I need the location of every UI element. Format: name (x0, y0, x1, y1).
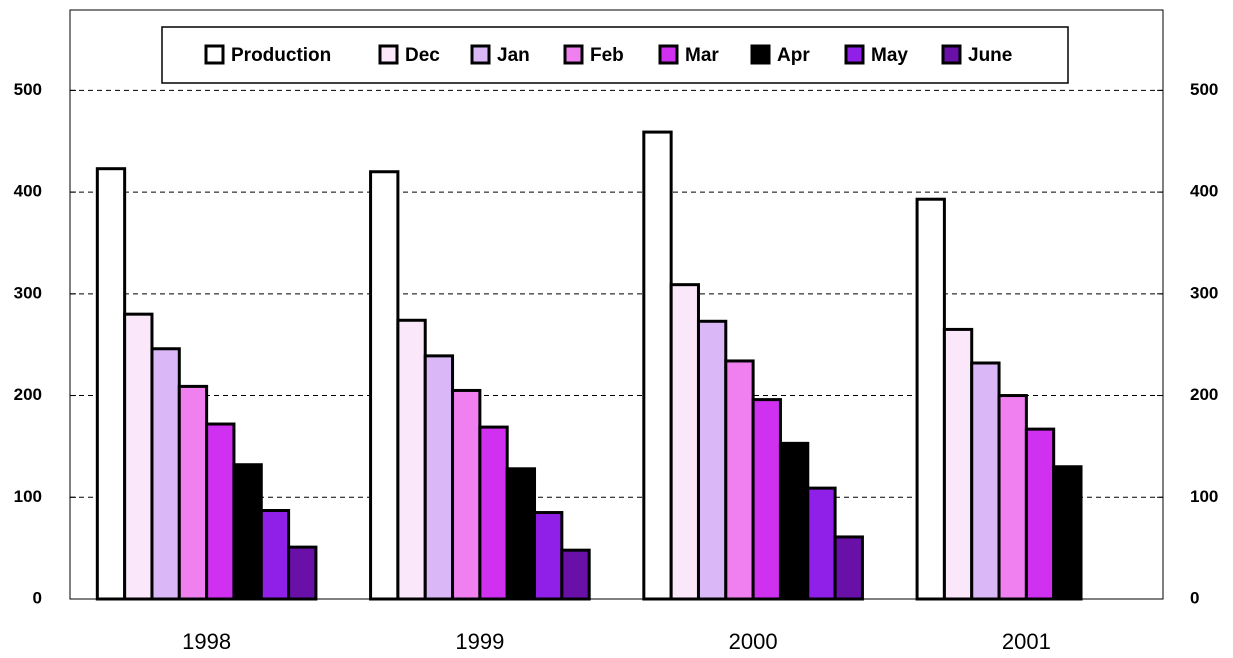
x-tick-label: 1998 (182, 629, 231, 654)
legend-label: Feb (590, 45, 624, 66)
bar (478, 425, 509, 601)
bar (642, 130, 673, 601)
y-tick-label: 100 (14, 487, 42, 506)
bar (533, 511, 564, 601)
bar (833, 535, 864, 601)
legend-label: Dec (405, 45, 440, 66)
y-tick-label: 200 (14, 385, 42, 404)
bar (205, 422, 236, 601)
bar (1024, 427, 1056, 601)
bar (369, 170, 400, 601)
legend-label: Production (231, 45, 331, 66)
bar (396, 318, 427, 601)
bar (287, 545, 318, 601)
legend-swatch (844, 44, 865, 65)
bar (778, 441, 810, 601)
plot-area (69, 9, 1164, 600)
y-tick-label: 400 (14, 182, 42, 201)
y2-tick-label: 500 (1190, 80, 1218, 99)
legend-swatch (658, 44, 679, 65)
y2-tick-label: 200 (1190, 385, 1218, 404)
bar (505, 467, 537, 601)
legend-label: Jan (497, 45, 530, 66)
y2-tick-label: 100 (1190, 487, 1218, 506)
y2-tick-label: 0 (1190, 588, 1199, 607)
x-tick-label: 2001 (1002, 629, 1051, 654)
bar (915, 197, 946, 601)
legend-label: Apr (777, 45, 810, 66)
legend-label: Mar (685, 45, 719, 66)
bar (1052, 465, 1083, 601)
legend-swatch (470, 44, 491, 65)
x-tick-label: 2000 (729, 629, 778, 654)
y-tick-label: 300 (14, 283, 42, 302)
legend-swatch (378, 44, 399, 65)
bar (232, 463, 263, 601)
bar (177, 384, 209, 601)
legend-swatch (563, 44, 584, 65)
bar (997, 394, 1028, 601)
legend-label: June (968, 45, 1012, 66)
legend-box (161, 26, 1069, 84)
bar (669, 283, 700, 601)
legend-swatch (941, 44, 962, 65)
legend-swatch (750, 44, 771, 65)
bar (942, 327, 974, 601)
bar (259, 508, 291, 601)
bar (970, 361, 1001, 601)
bar (560, 548, 591, 601)
bar (123, 312, 154, 601)
x-tick-label: 1999 (455, 629, 504, 654)
bar (696, 319, 728, 601)
bar (724, 359, 755, 601)
y-tick-label: 500 (14, 80, 42, 99)
bar (806, 486, 837, 601)
bar (751, 398, 782, 601)
y2-tick-label: 400 (1190, 182, 1218, 201)
bar (451, 388, 482, 601)
bar (95, 167, 127, 601)
legend-swatch (204, 44, 225, 65)
y2-tick-label: 300 (1190, 283, 1218, 302)
y-tick-label: 0 (33, 588, 42, 607)
bar (150, 347, 181, 601)
legend-label: May (871, 45, 908, 66)
bar (423, 354, 455, 601)
